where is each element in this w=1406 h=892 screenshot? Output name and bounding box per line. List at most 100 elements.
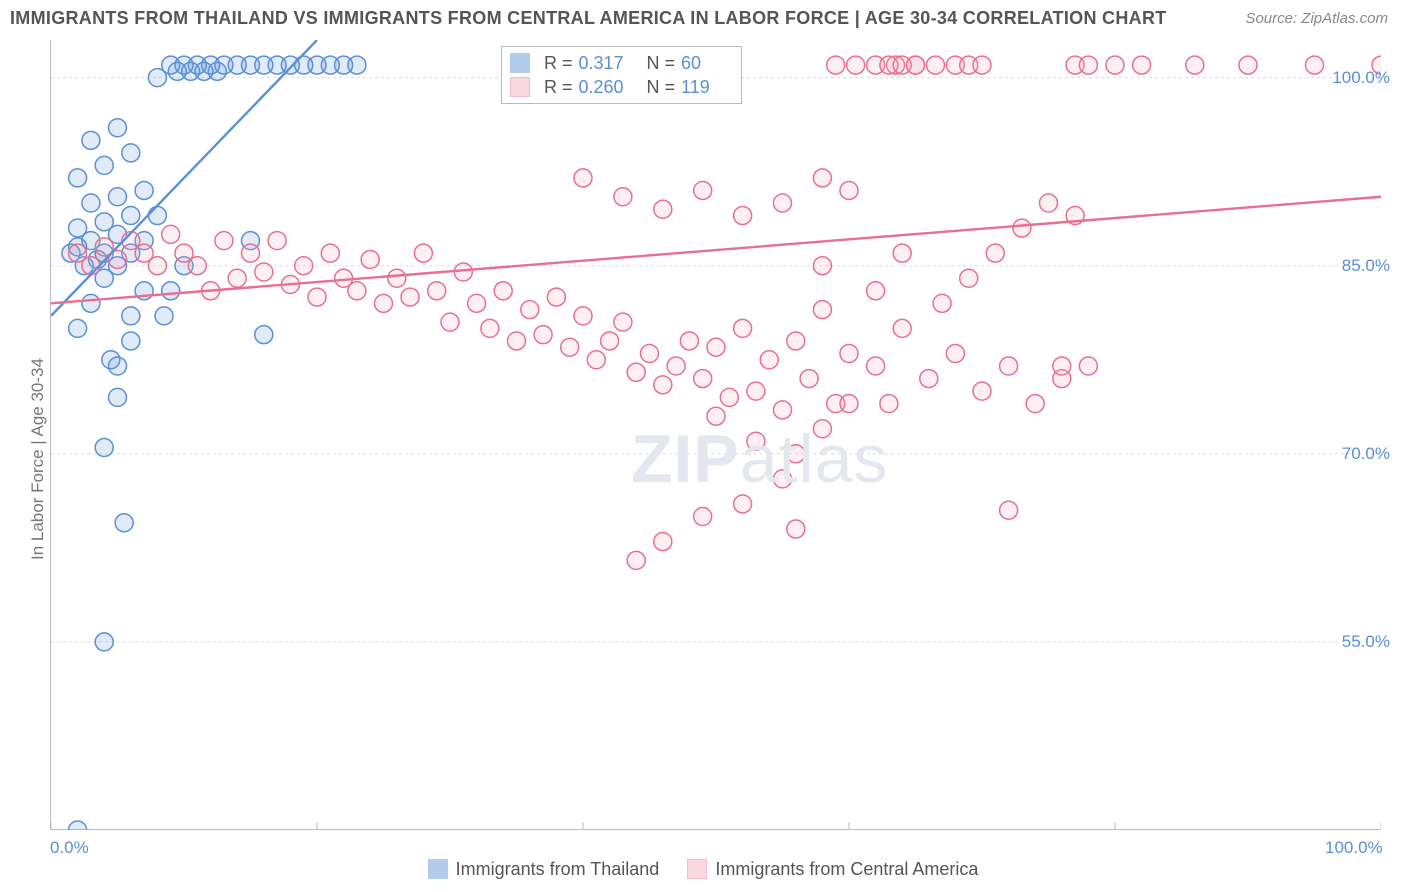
- data-point: [188, 257, 206, 275]
- data-point: [840, 344, 858, 362]
- data-point: [973, 382, 991, 400]
- data-point: [867, 282, 885, 300]
- data-point: [268, 232, 286, 250]
- data-point: [547, 288, 565, 306]
- data-point: [109, 119, 127, 137]
- data-point: [654, 200, 672, 218]
- data-point: [95, 439, 113, 457]
- data-point: [135, 181, 153, 199]
- data-point: [1106, 56, 1124, 74]
- data-point: [1000, 501, 1018, 519]
- data-point: [747, 382, 765, 400]
- data-point: [534, 326, 552, 344]
- data-point: [69, 821, 87, 830]
- data-point: [508, 332, 526, 350]
- stat-value-r: 0.317: [579, 51, 631, 75]
- data-point: [760, 351, 778, 369]
- data-point: [667, 357, 685, 375]
- legend-item: Immigrants from Thailand: [428, 859, 660, 880]
- data-point: [82, 294, 100, 312]
- y-axis-label: In Labor Force | Age 30-34: [28, 358, 48, 560]
- data-point: [893, 244, 911, 262]
- data-point: [95, 213, 113, 231]
- data-point: [774, 401, 792, 419]
- data-point: [1053, 357, 1071, 375]
- data-point: [707, 338, 725, 356]
- data-point: [587, 351, 605, 369]
- data-point: [361, 250, 379, 268]
- data-point: [1186, 56, 1204, 74]
- data-point: [1133, 56, 1151, 74]
- data-point: [800, 370, 818, 388]
- plot-svg: [51, 40, 1381, 830]
- data-point: [813, 257, 831, 275]
- stats-box: R =0.317N =60R =0.260N =119: [501, 46, 742, 104]
- data-point: [109, 357, 127, 375]
- stat-row: R =0.260N =119: [510, 75, 733, 99]
- data-point: [813, 169, 831, 187]
- data-point: [933, 294, 951, 312]
- data-point: [694, 370, 712, 388]
- legend-swatch: [687, 859, 707, 879]
- data-point: [115, 514, 133, 532]
- data-point: [734, 207, 752, 225]
- data-point: [122, 144, 140, 162]
- data-point: [401, 288, 419, 306]
- data-point: [441, 313, 459, 331]
- data-point: [481, 319, 499, 337]
- data-point: [627, 363, 645, 381]
- data-point: [308, 288, 326, 306]
- data-point: [641, 344, 659, 362]
- data-point: [148, 207, 166, 225]
- chart-title: IMMIGRANTS FROM THAILAND VS IMMIGRANTS F…: [10, 8, 1167, 29]
- data-point: [720, 388, 738, 406]
- data-point: [162, 282, 180, 300]
- data-point: [1013, 219, 1031, 237]
- data-point: [348, 282, 366, 300]
- stat-row: R =0.317N =60: [510, 51, 733, 75]
- data-point: [1079, 56, 1097, 74]
- data-point: [215, 232, 233, 250]
- legend-swatch: [428, 859, 448, 879]
- data-point: [787, 332, 805, 350]
- ytick-label: 70.0%: [1342, 444, 1390, 464]
- data-point: [574, 169, 592, 187]
- data-point: [614, 188, 632, 206]
- series-group: [62, 56, 366, 830]
- data-point: [561, 338, 579, 356]
- legend-item: Immigrants from Central America: [687, 859, 978, 880]
- data-point: [614, 313, 632, 331]
- data-point: [813, 301, 831, 319]
- data-point: [122, 207, 140, 225]
- data-point: [69, 169, 87, 187]
- data-point: [122, 307, 140, 325]
- data-point: [840, 181, 858, 199]
- plot-area: ZIPatlas R =0.317N =60R =0.260N =119: [50, 40, 1380, 830]
- data-point: [1306, 56, 1324, 74]
- data-point: [388, 269, 406, 287]
- data-point: [1026, 395, 1044, 413]
- data-point: [148, 257, 166, 275]
- data-point: [109, 388, 127, 406]
- data-point: [375, 294, 393, 312]
- legend-swatch: [510, 53, 530, 73]
- data-point: [1239, 56, 1257, 74]
- data-point: [468, 294, 486, 312]
- data-point: [155, 307, 173, 325]
- legend-label: Immigrants from Thailand: [456, 859, 660, 880]
- data-point: [82, 131, 100, 149]
- data-point: [774, 470, 792, 488]
- data-point: [747, 432, 765, 450]
- data-point: [986, 244, 1004, 262]
- data-point: [348, 56, 366, 74]
- data-point: [321, 244, 339, 262]
- data-point: [654, 533, 672, 551]
- data-point: [813, 420, 831, 438]
- data-point: [95, 633, 113, 651]
- data-point: [654, 376, 672, 394]
- data-point: [694, 508, 712, 526]
- source-text: Source: ZipAtlas.com: [1245, 10, 1388, 27]
- chart-container: IMMIGRANTS FROM THAILAND VS IMMIGRANTS F…: [0, 0, 1406, 892]
- xtick-label: 100.0%: [1325, 838, 1383, 858]
- data-point: [734, 319, 752, 337]
